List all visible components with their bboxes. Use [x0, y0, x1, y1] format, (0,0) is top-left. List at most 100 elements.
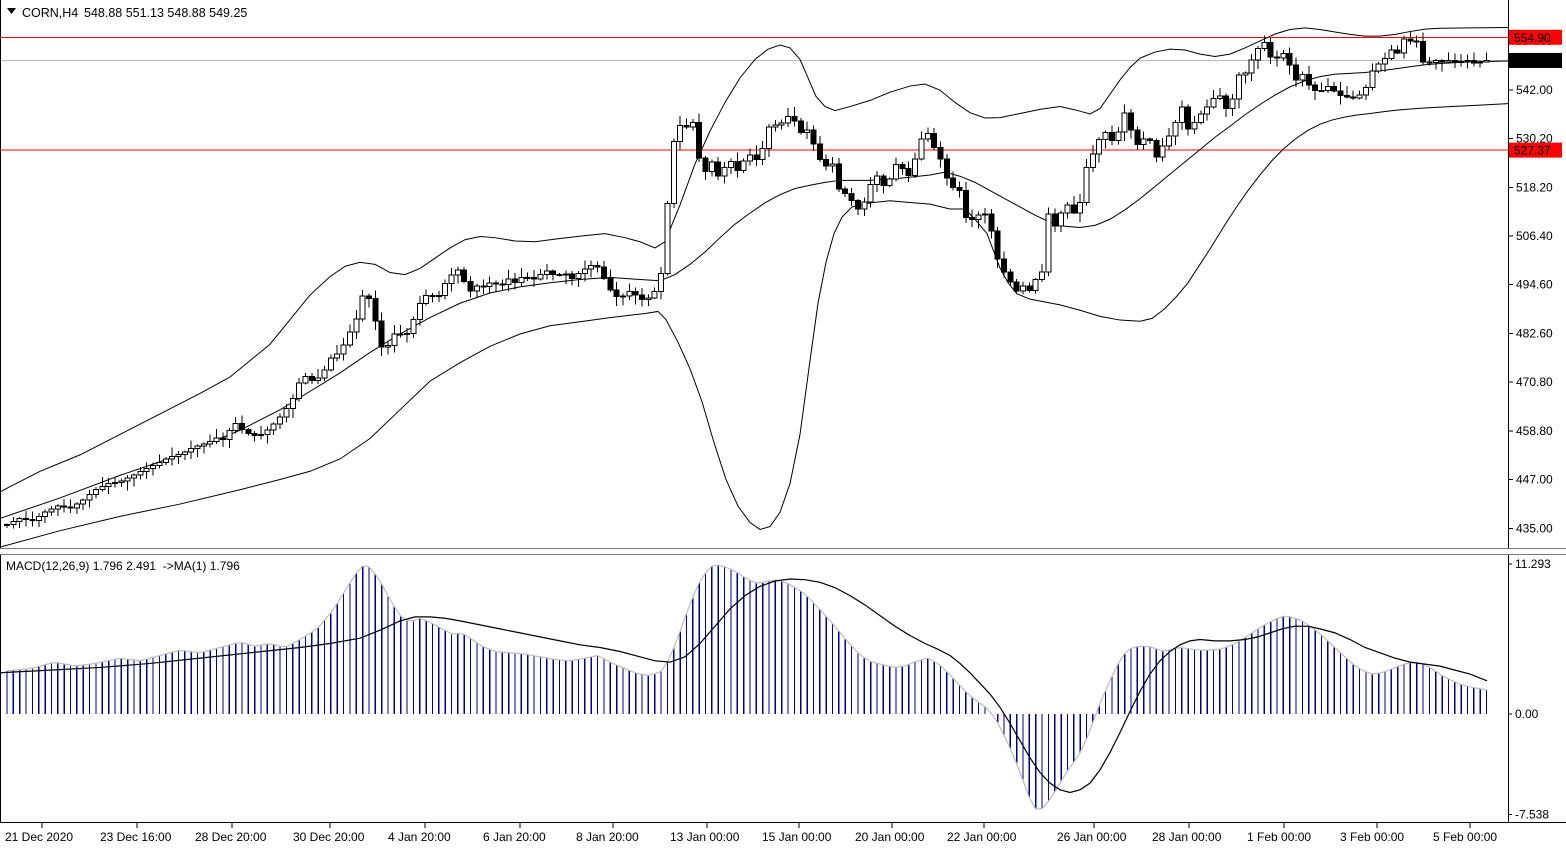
- candle: [562, 270, 569, 285]
- price-tick-label: 458.80: [1516, 424, 1553, 438]
- candle: [1121, 104, 1128, 141]
- candle: [162, 456, 169, 466]
- candle: [200, 442, 207, 454]
- candle: [1369, 63, 1376, 91]
- ohlc-values-label: 548.88 551.13 548.88 549.25: [84, 6, 247, 20]
- candle: [696, 113, 703, 162]
- candle: [353, 310, 360, 339]
- candle: [80, 498, 87, 510]
- price-chart-area[interactable]: [0, 0, 1508, 548]
- candle: [397, 325, 404, 338]
- symbol-timeframe-label: CORN,H4: [22, 6, 78, 20]
- time-axis-scale[interactable]: [0, 822, 1566, 850]
- candle: [658, 266, 665, 300]
- candle: [219, 432, 226, 448]
- candle: [258, 425, 264, 440]
- macd-panel-area[interactable]: [0, 556, 1508, 822]
- candle: [61, 499, 68, 513]
- candle: [238, 415, 245, 434]
- candle: [689, 118, 696, 131]
- candle: [886, 177, 893, 187]
- candle: [1280, 50, 1287, 62]
- candle: [969, 209, 976, 227]
- candle: [1026, 282, 1033, 293]
- candle: [492, 280, 499, 292]
- time-tick-label: 26 Jan 00:00: [1057, 830, 1127, 844]
- candle: [156, 454, 163, 469]
- candle: [365, 293, 372, 308]
- candle: [1426, 57, 1433, 66]
- candle: [905, 161, 912, 182]
- candle: [1439, 59, 1446, 72]
- candle: [524, 272, 531, 282]
- chart-frame: [0, 0, 1566, 823]
- candle: [734, 152, 741, 178]
- candle: [289, 394, 296, 419]
- candle: [423, 289, 430, 306]
- candle: [1007, 269, 1014, 285]
- candle: [1305, 66, 1312, 91]
- candle: [1483, 52, 1490, 63]
- time-tick-label: 21 Dec 2020: [5, 830, 73, 844]
- candle: [391, 324, 398, 353]
- candle: [264, 426, 271, 444]
- candle: [1166, 128, 1173, 150]
- symbol-dropdown-icon: [7, 8, 16, 14]
- candle: [632, 287, 639, 305]
- candle: [505, 270, 512, 292]
- price-badge: 549.25: [1509, 52, 1562, 68]
- candle: [124, 474, 131, 491]
- candle: [1388, 45, 1395, 61]
- macd-axis-label: 0.00: [1515, 707, 1539, 721]
- candle: [340, 338, 347, 361]
- candle: [1147, 137, 1153, 145]
- candle: [226, 428, 233, 448]
- macd-axis-label: -7.538: [1515, 807, 1549, 821]
- time-tick-label: 13 Jan 00:00: [670, 830, 740, 844]
- candle: [67, 499, 74, 513]
- candle: [1191, 115, 1198, 135]
- candle: [1108, 125, 1115, 146]
- candle: [346, 324, 353, 348]
- candle: [499, 279, 506, 291]
- candle: [1343, 85, 1350, 99]
- candle: [277, 413, 284, 429]
- time-axis: 21 Dec 2020 23 Dec 16:00 28 Dec 20:00 30 De…: [5, 823, 1497, 844]
- candle: [943, 153, 950, 186]
- candle: [715, 156, 722, 180]
- candle: [480, 279, 487, 295]
- candle: [639, 287, 645, 307]
- candle: [1185, 104, 1192, 136]
- price-axis-scale[interactable]: [1508, 0, 1566, 822]
- candle: [1267, 37, 1274, 64]
- candle: [873, 171, 880, 192]
- candle: [1324, 78, 1331, 94]
- candle: [1356, 90, 1363, 100]
- time-tick-label: 3 Feb 00:00: [1340, 830, 1404, 844]
- candle: [651, 287, 658, 300]
- candle: [1229, 94, 1236, 116]
- time-tick-label: 5 Feb 00:00: [1433, 830, 1497, 844]
- candle: [677, 115, 684, 150]
- candlestick-series: [4, 31, 1490, 529]
- price-badge: 554.90: [1509, 29, 1562, 45]
- time-tick-label: 6 Jan 20:00: [483, 830, 546, 844]
- candle: [1445, 52, 1452, 64]
- candle: [1242, 71, 1249, 84]
- candle: [1248, 53, 1255, 82]
- candle: [962, 181, 969, 224]
- candle: [99, 477, 106, 492]
- candle: [753, 145, 760, 166]
- candle: [175, 450, 182, 465]
- panel-divider: [0, 548, 1566, 555]
- candle: [73, 501, 80, 514]
- candle: [950, 171, 957, 191]
- candle: [1083, 159, 1090, 206]
- candle: [1077, 193, 1084, 222]
- candle: [600, 260, 607, 280]
- price-tick-label: 506.40: [1516, 229, 1553, 243]
- candle: [1058, 210, 1065, 233]
- candle: [92, 486, 99, 499]
